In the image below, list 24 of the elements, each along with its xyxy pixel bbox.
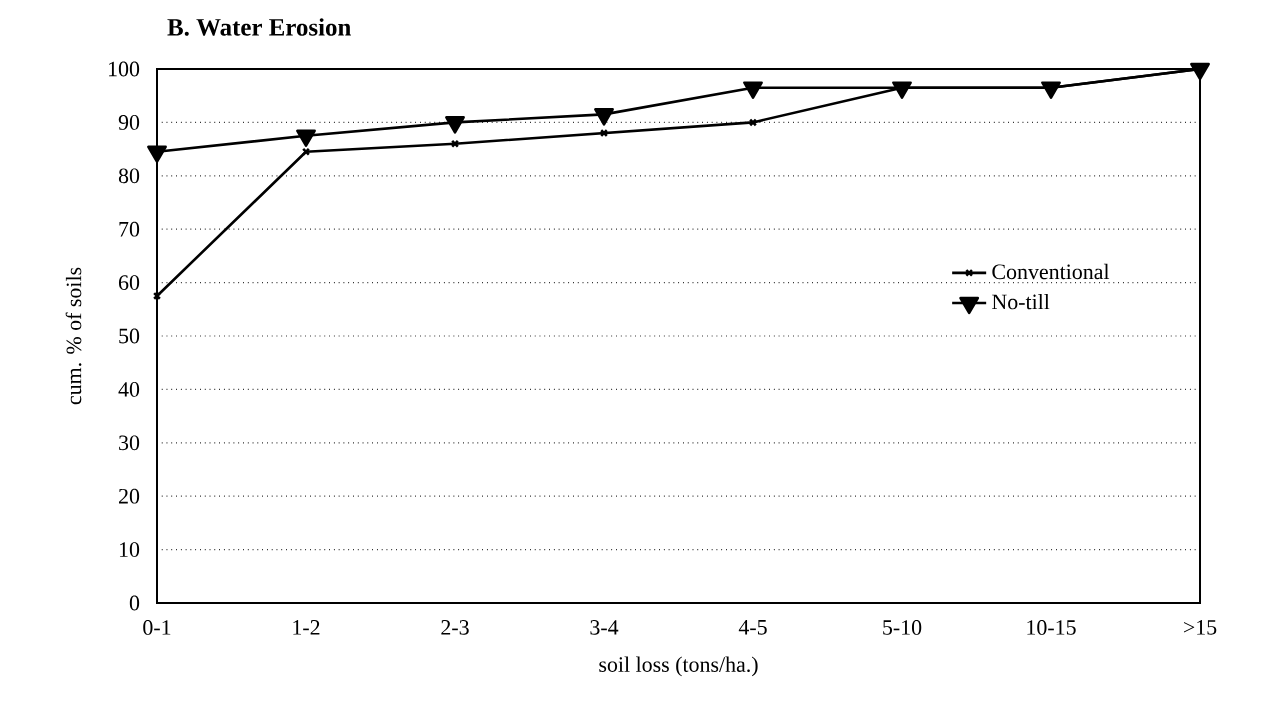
- x-tick-label: 2-3: [441, 620, 469, 635]
- y-tick-label: 70: [119, 221, 140, 237]
- y-tick-label: 20: [119, 488, 140, 504]
- y-tick-label: 100: [109, 61, 140, 77]
- y-tick-label: 90: [118, 115, 140, 130]
- y-tick-label: 80: [118, 168, 140, 184]
- y-tick-label: 30: [119, 435, 140, 451]
- y-tick-label: 10: [119, 542, 140, 557]
- x-tick-label: 3-4: [590, 620, 619, 635]
- chart-title: B. Water Erosion: [167, 18, 351, 36]
- y-tick-label: 50: [119, 328, 140, 344]
- x-tick-label: 5-10: [883, 620, 922, 635]
- x-axis-title: soil loss (tons/ha.): [599, 656, 758, 677]
- x-tick-label: >15: [1183, 620, 1217, 635]
- y-tick-label: 40: [118, 382, 140, 397]
- x-tick-label: 4-5: [738, 620, 767, 635]
- x-tick-label: 10-15: [1027, 620, 1076, 635]
- legend-label: No-till: [992, 293, 1050, 310]
- y-tick-label: 60: [118, 275, 140, 290]
- y-tick-label: 0: [129, 595, 140, 611]
- legend-label: Conventional: [992, 263, 1110, 280]
- x-tick-label: 1-2: [293, 620, 320, 635]
- y-axis-title: cum. % of soils: [65, 267, 82, 405]
- x-tick-label: 0-1: [143, 620, 171, 635]
